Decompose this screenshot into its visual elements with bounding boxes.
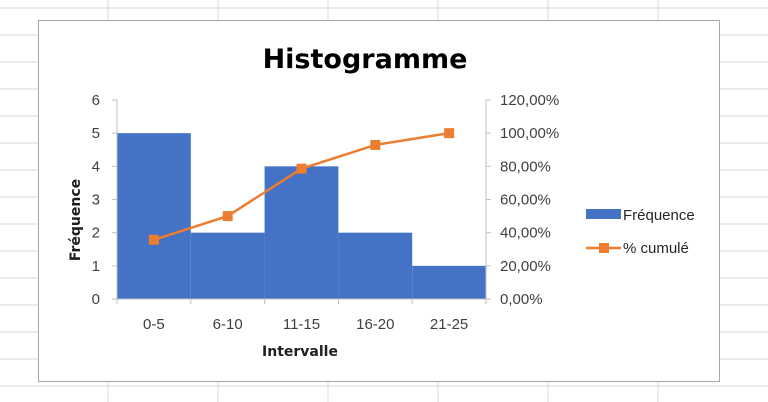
bar-11-15 — [264, 166, 339, 299]
bar-16-20 — [338, 232, 413, 299]
y-tick-label: 3 — [92, 192, 100, 209]
legend-label-frequence: Fréquence — [623, 207, 695, 224]
y2-tick-label: 80,00% — [500, 158, 551, 175]
cumulative-point-11-15 — [296, 163, 307, 174]
y-tick-label: 4 — [92, 158, 100, 175]
cumulative-line-series — [148, 128, 455, 245]
y2-tick-label: 40,00% — [500, 225, 551, 242]
y2-tick-label: 60,00% — [500, 192, 551, 209]
y2-tick-label: 120,00% — [500, 92, 559, 109]
legend-swatch-cumule-marker — [599, 243, 609, 253]
y2-tick-label: 20,00% — [500, 258, 551, 275]
x-tick-label: 11-15 — [283, 316, 320, 333]
y-tick-label: 6 — [92, 92, 100, 109]
histogram-chart: Histogramme 0 1 2 3 4 5 6 0,00% 20,00% 40,00% 60,… — [68, 44, 695, 360]
y2-tick-label: 0,00% — [500, 291, 543, 308]
cumulative-point-16-20 — [370, 139, 381, 150]
chart-title: Histogramme — [263, 44, 468, 75]
y-tick-label: 5 — [92, 125, 100, 142]
chart-area[interactable]: Histogramme 0 1 2 3 4 5 6 0,00% 20,00% 40,00% 60,… — [38, 20, 720, 382]
y-tick-label: 2 — [92, 225, 100, 242]
bar-0-5 — [117, 133, 191, 299]
x-tick-label: 0-5 — [143, 316, 165, 333]
secondary-y-axis-ticks: 0,00% 20,00% 40,00% 60,00% 80,00% 100,00% 120,… — [500, 92, 559, 308]
legend: Fréquence % cumulé — [586, 207, 695, 257]
x-tick-label: 16-20 — [356, 316, 394, 333]
bar-21-25 — [412, 265, 486, 299]
x-axis-title: Intervalle — [262, 344, 338, 360]
legend-swatch-frequence — [586, 209, 621, 219]
chart-axes — [112, 99, 491, 304]
bar-6-10 — [190, 232, 265, 299]
x-tick-label: 6-10 — [213, 316, 243, 333]
legend-label-cumule: % cumulé — [623, 240, 689, 257]
y-tick-label: 0 — [92, 291, 100, 308]
cumulative-point-21-25 — [444, 128, 455, 139]
y2-tick-label: 100,00% — [500, 125, 559, 142]
bar-series — [117, 133, 486, 299]
x-tick-label: 21-25 — [430, 316, 468, 333]
x-axis-ticks: 0-5 6-10 11-15 16-20 21-25 — [143, 316, 468, 333]
primary-y-axis-ticks: 0 1 2 3 4 5 6 — [92, 92, 100, 308]
y-axis-title: Fréquence — [68, 179, 84, 261]
cumulative-point-6-10 — [222, 211, 233, 222]
cumulative-point-0-5 — [148, 234, 159, 245]
y-tick-label: 1 — [92, 258, 100, 275]
